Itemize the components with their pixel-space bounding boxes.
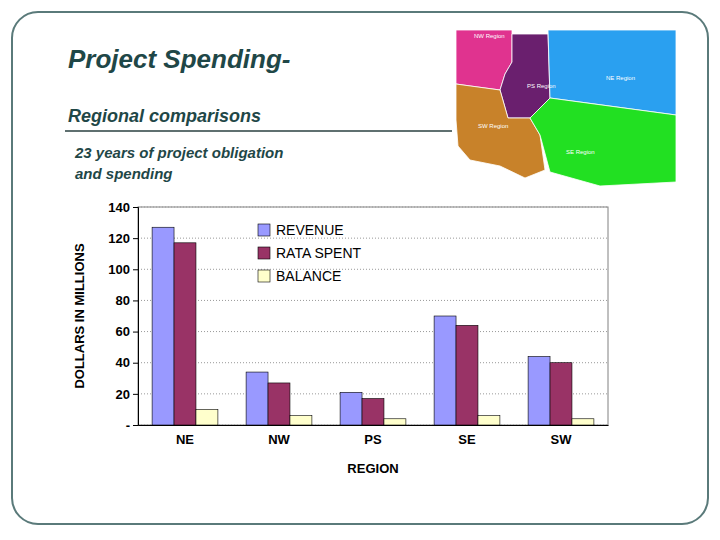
y-tick-mark (133, 425, 138, 426)
x-tick: SW (551, 432, 573, 447)
map-region (530, 98, 676, 186)
legend-swatch (258, 270, 270, 282)
x-tick-label: NE (176, 432, 194, 447)
y-tick-label: 140 (108, 200, 130, 215)
chart-area (70, 193, 645, 493)
y-tick: 100 (108, 262, 138, 277)
legend-label: REVENUE (276, 222, 344, 238)
y-tick-label: 40 (116, 355, 130, 370)
grid-line (138, 269, 608, 270)
y-tick-mark (133, 332, 138, 333)
subtitle: Regional comparisons (68, 106, 261, 126)
grid-line (138, 331, 608, 332)
legend-swatch (258, 224, 270, 236)
slide-frame (12, 12, 708, 524)
map-region (456, 84, 545, 178)
plot-frame (138, 207, 608, 425)
y-tick-label: 120 (108, 231, 130, 246)
map-label: NE Region (606, 75, 635, 81)
title: Project Spending- (68, 44, 290, 74)
grid-line (138, 238, 608, 239)
bar (174, 243, 196, 425)
map-label: NW Region (474, 33, 505, 39)
y-tick-label: 80 (116, 293, 130, 308)
bar (268, 383, 290, 425)
y-tick-mark (133, 363, 138, 364)
slide: Project Spending- Regional comparisons 23 … (0, 0, 720, 540)
legend-label: RATA SPENT (276, 245, 362, 261)
bar (478, 416, 500, 425)
y-tick-mark (133, 207, 138, 208)
x-axis-line (139, 425, 609, 426)
x-tick: NE (176, 432, 194, 447)
y-axis: - 20 40 60 80 100 120 140 (108, 200, 138, 433)
y-tick-mark (133, 238, 138, 239)
y-tick: 140 (108, 200, 138, 215)
bar (340, 392, 362, 425)
x-tick-label: PS (364, 432, 382, 447)
map-background (452, 28, 678, 188)
map-label: SE Region (566, 149, 595, 155)
legend: REVENUE RATA SPENT BALANCE (258, 222, 362, 284)
bar (196, 409, 218, 425)
grid-line (138, 300, 608, 301)
x-axis: NE NW PS SE SW (139, 426, 609, 448)
x-tick-label: SW (551, 432, 573, 447)
x-tick: PS (364, 432, 382, 447)
y-axis-line (133, 208, 139, 426)
legend-label: BALANCE (276, 268, 341, 284)
rule (65, 130, 452, 132)
y-tick-mark (133, 300, 138, 301)
grid (138, 207, 608, 425)
bar (572, 419, 594, 425)
y-tick-label: 100 (108, 262, 130, 277)
bar (384, 419, 406, 425)
x-tick-label: SE (458, 432, 476, 447)
legend-swatch (258, 247, 270, 259)
annotation: 23 years of project obligation (74, 144, 283, 161)
y-tick-mark (133, 269, 138, 270)
bars (152, 227, 594, 425)
region-map: NW Region PS Region NE Region SW Region SE R… (452, 28, 678, 188)
y-tick: 40 (116, 355, 138, 370)
bar (550, 363, 572, 425)
y-tick-label: - (126, 418, 130, 433)
bar (152, 227, 174, 425)
y-tick: 80 (116, 293, 138, 308)
bar (290, 416, 312, 425)
map-label: SW Region (478, 123, 508, 129)
map-label: PS Region (527, 83, 556, 89)
y-tick-mark (133, 394, 138, 395)
y-tick-label: 20 (116, 387, 130, 402)
y-axis-title: DOLLARS IN MILLIONS (72, 243, 87, 388)
y-tick-label: 60 (116, 324, 130, 339)
x-tick-label: NW (268, 432, 290, 447)
grid-line (138, 207, 608, 208)
x-tick: SE (458, 432, 476, 447)
bar (528, 356, 550, 425)
x-tick: NW (268, 432, 290, 447)
y-tick: 120 (108, 231, 138, 246)
bar (246, 372, 268, 425)
bar (362, 399, 384, 425)
bar (434, 316, 456, 425)
bar (456, 325, 478, 425)
y-tick: 20 (116, 387, 138, 402)
y-tick: - (126, 418, 138, 433)
y-tick: 60 (116, 324, 138, 339)
x-axis-title: REGION (347, 461, 398, 476)
annotation: and spending (75, 165, 173, 182)
